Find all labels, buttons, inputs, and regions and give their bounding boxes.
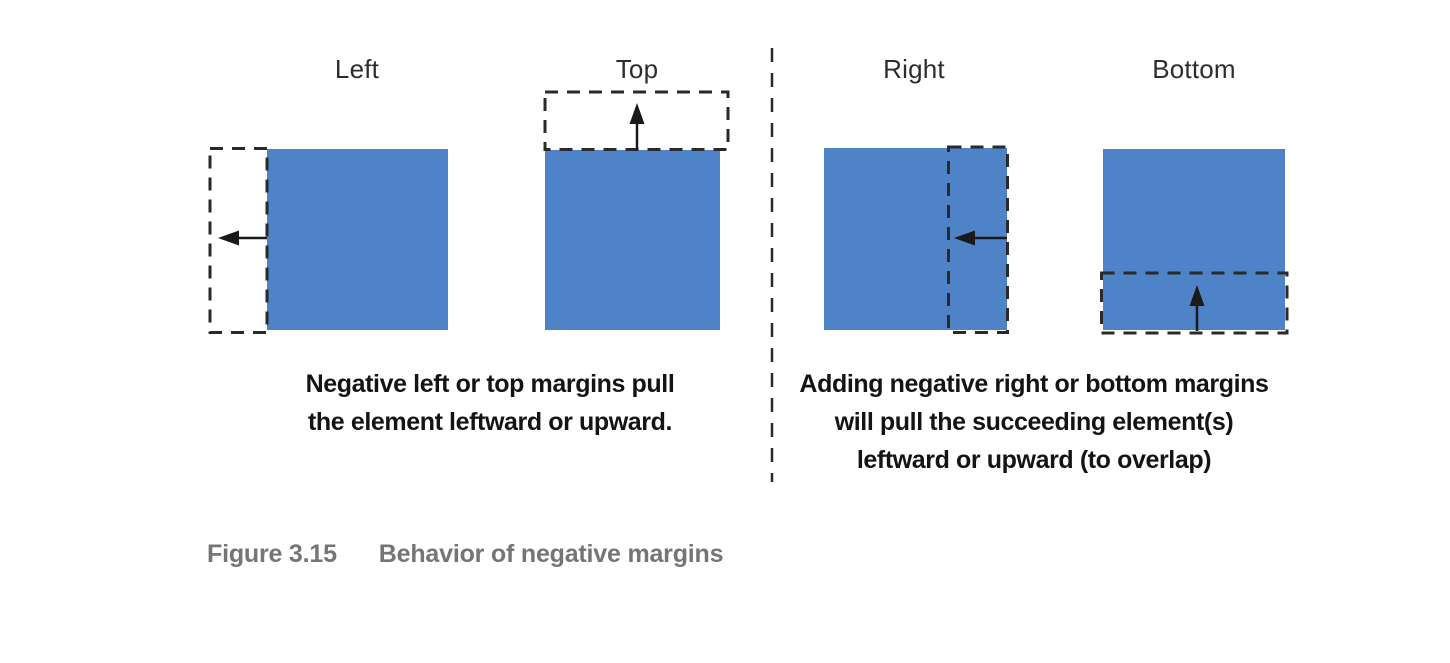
top-panel-element-square	[545, 150, 720, 330]
figure-caption: Figure 3.15 Behavior of negative margins	[207, 540, 723, 569]
panel-label-bottom: Bottom	[1152, 54, 1236, 84]
caption-right-bottom-margins: Adding negative right or bottom margins …	[788, 365, 1280, 479]
caption-right-line-3: leftward or upward (to overlap)	[856, 446, 1212, 474]
panel-label-right: Right	[883, 54, 945, 84]
caption-left-line-1: Negative left or top margins pull	[305, 370, 675, 398]
left-panel-element-square	[267, 149, 448, 330]
right-panel-ghost-margin-box	[947, 145, 1009, 334]
caption-right-line-2: will pull the succeeding element(s)	[834, 408, 1234, 436]
panel-label-left: Left	[334, 54, 380, 84]
bottom-panel-ghost-margin-box	[1100, 271, 1289, 335]
caption-right-line-1: Adding negative right or bottom margins	[799, 370, 1269, 398]
caption-left-top-margins: Negative left or top margins pull the el…	[240, 365, 740, 441]
right-arrow-head-icon	[954, 230, 975, 246]
panel-label-top: Top	[615, 54, 659, 84]
caption-left-line-2: the element leftward or upward.	[307, 408, 673, 436]
left-panel-ghost-margin-box	[208, 147, 269, 334]
figure-caption-title: Behavior of negative margins	[378, 540, 724, 568]
left-arrow-head-icon	[218, 230, 239, 246]
top-arrow-head-icon	[629, 103, 645, 124]
bottom-arrow-head-icon	[1189, 285, 1205, 306]
figure-caption-number: Figure 3.15	[207, 540, 337, 568]
